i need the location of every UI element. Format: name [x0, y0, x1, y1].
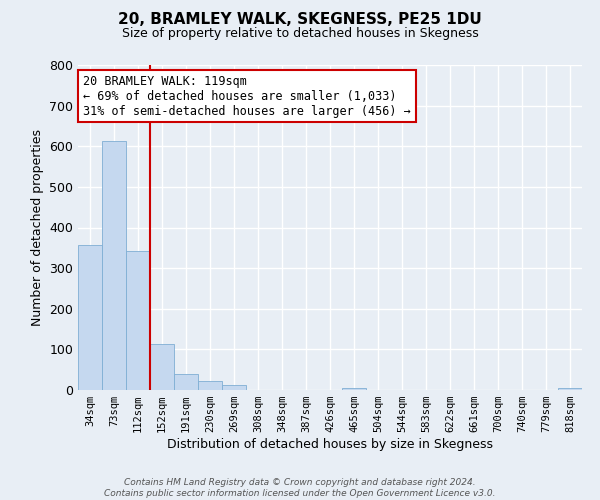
Y-axis label: Number of detached properties: Number of detached properties: [31, 129, 44, 326]
Bar: [558, 388, 582, 390]
Bar: [342, 388, 366, 390]
Text: Contains HM Land Registry data © Crown copyright and database right 2024.
Contai: Contains HM Land Registry data © Crown c…: [104, 478, 496, 498]
Bar: [102, 142, 126, 390]
Bar: [150, 344, 174, 390]
X-axis label: Distribution of detached houses by size in Skegness: Distribution of detached houses by size …: [167, 438, 493, 451]
Bar: [222, 384, 246, 390]
Text: 20 BRAMLEY WALK: 119sqm
← 69% of detached houses are smaller (1,033)
31% of semi: 20 BRAMLEY WALK: 119sqm ← 69% of detache…: [83, 74, 411, 118]
Text: Size of property relative to detached houses in Skegness: Size of property relative to detached ho…: [122, 28, 478, 40]
Bar: [198, 381, 222, 390]
Bar: [78, 244, 102, 390]
Bar: [174, 374, 198, 390]
Bar: [126, 251, 150, 390]
Text: 20, BRAMLEY WALK, SKEGNESS, PE25 1DU: 20, BRAMLEY WALK, SKEGNESS, PE25 1DU: [118, 12, 482, 28]
